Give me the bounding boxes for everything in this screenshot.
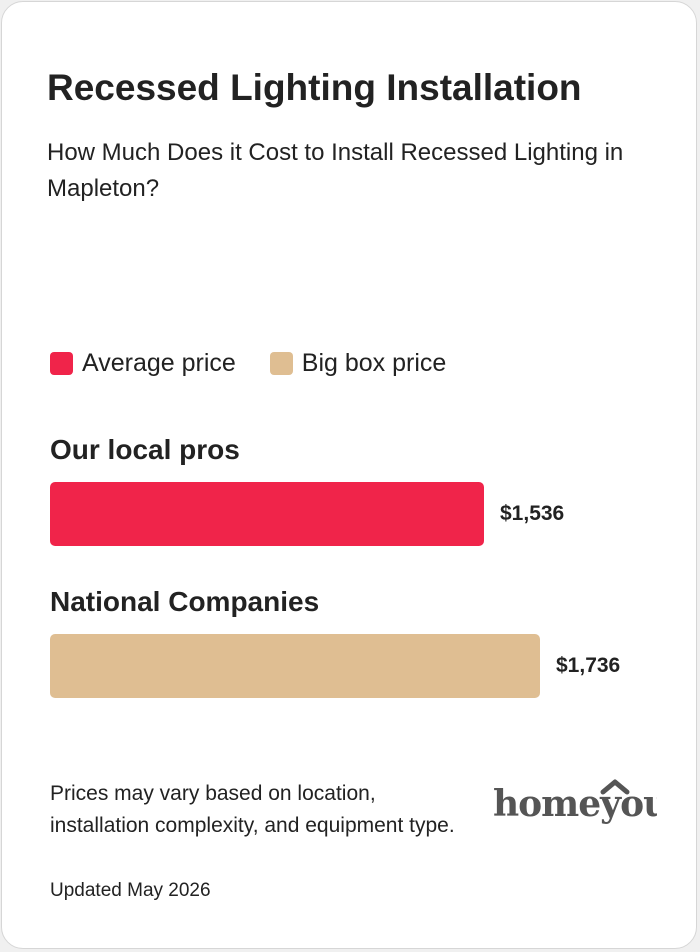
legend-item-big-box: Big box price — [269, 349, 447, 378]
bar-value-label-1: $1,536 — [500, 502, 565, 525]
homeyou-logo: homeyou — [493, 779, 657, 825]
bar-2 — [50, 634, 540, 698]
legend-label-big-box: Big box price — [301, 349, 447, 377]
legend-item-average: Average price — [50, 349, 236, 378]
updated-date: Updated May 2026 — [50, 880, 211, 901]
bar-category-label-1: Our local pros — [50, 434, 240, 465]
legend-label-average: Average price — [82, 349, 236, 377]
logo-text: homeyou — [493, 783, 657, 825]
page-subtitle: How Much Does it Cost to Install Recesse… — [47, 139, 624, 202]
legend-swatch-big-box — [269, 352, 293, 375]
chart-legend: Average price Big box price — [50, 349, 480, 378]
legend-swatch-average — [50, 352, 73, 375]
logo-roof-icon — [600, 779, 630, 795]
page-title: Recessed Lighting Installation — [47, 67, 582, 108]
price-disclaimer: Prices may vary based on location, insta… — [50, 782, 455, 837]
bar-category-label-2: National Companies — [50, 586, 320, 617]
bar-1 — [50, 482, 484, 546]
bar-value-label-2: $1,736 — [556, 654, 621, 677]
